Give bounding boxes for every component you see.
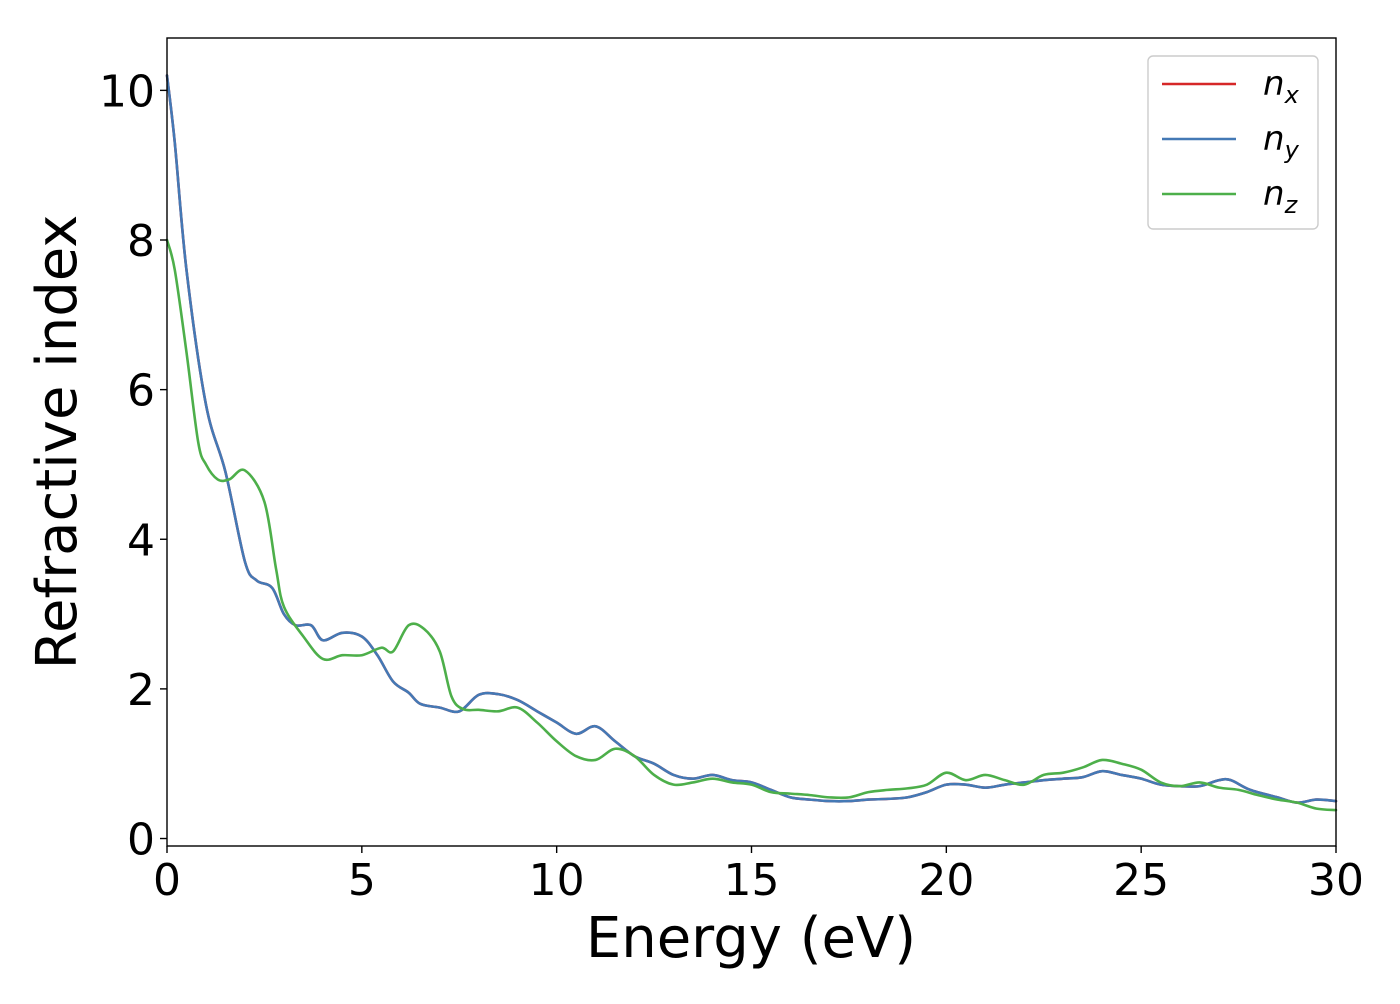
y-tick-label: 0 <box>127 815 155 866</box>
x-axis-ticks: 0 5 10 15 20 25 30 <box>153 846 1364 906</box>
series-line-z <box>165 238 1338 812</box>
x-tick-label: 15 <box>724 855 780 906</box>
x-axis-title: Energy (eV) <box>586 906 916 971</box>
legend-box <box>1147 55 1319 230</box>
y-tick-label: 10 <box>99 66 155 117</box>
y-tick-label: 4 <box>127 515 155 566</box>
x-tick-label: 25 <box>1113 855 1169 906</box>
y-tick-label: 8 <box>127 216 155 267</box>
series-layer <box>165 74 1338 812</box>
x-tick-label: 0 <box>153 855 181 906</box>
x-tick-label: 5 <box>348 855 376 906</box>
x-tick-label: 30 <box>1308 855 1364 906</box>
series-line-y <box>165 74 1338 804</box>
y-axis-ticks: 0 2 4 6 8 10 <box>99 66 167 866</box>
y-axis-title: Refractive index <box>25 215 90 670</box>
y-tick-label: 2 <box>127 665 155 716</box>
y-tick-label: 6 <box>127 366 155 417</box>
x-tick-label: 10 <box>529 855 585 906</box>
x-tick-label: 20 <box>918 855 974 906</box>
